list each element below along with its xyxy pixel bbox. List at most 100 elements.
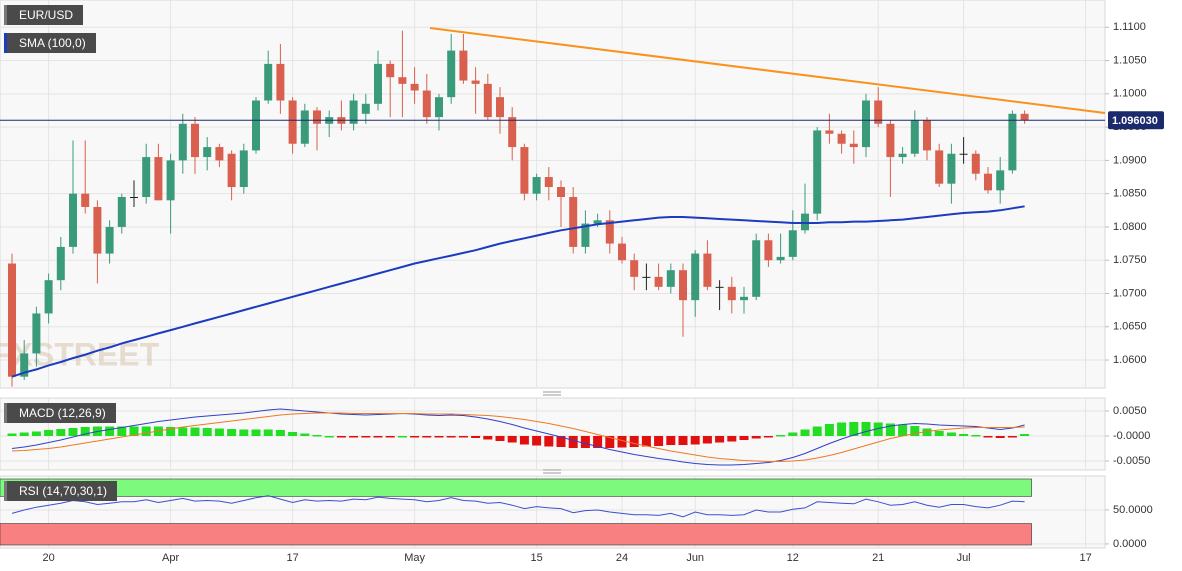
candle-body — [203, 147, 212, 158]
macd-bar — [849, 422, 859, 436]
macd-bar — [715, 436, 725, 443]
y-tick-label: 1.0600 — [1113, 354, 1147, 366]
candle-body — [496, 97, 504, 118]
macd-bar — [788, 432, 798, 436]
macd-bar — [946, 432, 956, 436]
candle-body — [8, 263, 16, 377]
candle-body — [227, 153, 236, 188]
macd-bar — [251, 429, 261, 436]
candle-body — [947, 153, 956, 184]
macd-bar — [580, 436, 590, 448]
x-tick-label: Jul — [957, 552, 971, 564]
candle-body — [398, 77, 407, 84]
y-tick-label: -0.0000 — [1113, 430, 1150, 442]
candle-body — [69, 193, 77, 247]
x-tick-label: 17 — [286, 552, 298, 564]
candle-body — [740, 296, 748, 301]
candle-body — [435, 97, 443, 118]
candle-body — [386, 63, 395, 78]
y-tick-label: 1.1000 — [1113, 88, 1147, 100]
candle-body — [825, 130, 834, 134]
y-tick-label: 1.0850 — [1113, 188, 1147, 200]
candle-body — [727, 286, 736, 301]
macd-bar — [678, 436, 688, 445]
sma-line — [11, 205, 1025, 378]
candle-body — [605, 220, 614, 244]
rsi-line — [11, 495, 1025, 518]
macd-bar — [605, 436, 615, 448]
macd-bar — [1007, 436, 1017, 438]
macd-bar — [1020, 434, 1030, 436]
rsi-label[interactable]: RSI (14,70,30,1) — [4, 481, 118, 501]
macd-bar — [446, 436, 456, 438]
candle-body — [715, 286, 724, 288]
macd-bar — [324, 436, 334, 438]
macd-bar — [300, 433, 310, 436]
candle-body — [874, 100, 883, 124]
y-tick-label: 1.0650 — [1113, 321, 1147, 333]
candle-body — [191, 123, 199, 158]
macd-bar — [568, 436, 578, 448]
candle-body — [862, 100, 870, 148]
candle-body — [776, 256, 785, 261]
candle-body — [447, 50, 456, 98]
candle-body — [410, 83, 419, 91]
candle-body — [239, 150, 248, 188]
candle-body — [557, 187, 565, 197]
macd-bar — [227, 429, 237, 436]
macd-bar — [129, 426, 139, 436]
macd-bar — [495, 436, 505, 441]
indicator-label[interactable]: SMA (100,0) — [4, 33, 96, 53]
macd-bar — [934, 431, 944, 436]
y-tick-label: 0.0050 — [1113, 405, 1147, 417]
candle-body — [764, 240, 773, 261]
candle-body — [801, 213, 809, 231]
macd-label[interactable]: MACD (12,26,9) — [4, 403, 116, 423]
candle-body — [300, 110, 309, 144]
candle-body — [752, 240, 761, 297]
macd-bar — [593, 436, 603, 448]
macd-bar — [117, 426, 127, 436]
macd-bar — [214, 428, 224, 436]
candle-body — [349, 100, 358, 124]
macd-bar — [56, 429, 66, 436]
macd-bar — [288, 432, 298, 436]
candle-body — [630, 260, 639, 277]
candle-body — [252, 100, 260, 151]
candle-body — [81, 193, 90, 207]
macd-bar — [68, 428, 78, 436]
overbought-band — [0, 478, 1032, 497]
x-tick-label: 24 — [616, 552, 628, 564]
macd-bar — [422, 436, 432, 438]
candle-body — [508, 117, 517, 148]
macd-bar — [471, 436, 481, 438]
last-price-label: 1.096030 — [1112, 115, 1158, 127]
macd-bar — [178, 427, 188, 436]
macd-bar — [532, 436, 542, 446]
panel-handle[interactable] — [543, 391, 561, 474]
candle-body — [886, 123, 895, 158]
macd-bar — [898, 424, 908, 436]
symbol-label[interactable]: EUR/USD — [4, 5, 84, 25]
macd-bar — [763, 436, 773, 438]
macd-bar — [727, 436, 737, 442]
macd-bar — [361, 436, 371, 438]
candle-body — [569, 196, 578, 247]
candle-body — [483, 83, 492, 118]
macd-line — [11, 408, 1025, 466]
candle-body — [44, 280, 53, 314]
oversold-band — [0, 523, 1032, 546]
candle-body — [142, 157, 151, 197]
macd-bar — [31, 431, 41, 436]
candle-body — [56, 246, 65, 281]
candle-body — [837, 133, 846, 144]
candle-body — [679, 270, 687, 301]
last-price-box — [1108, 111, 1164, 130]
y-tick-label: 1.1050 — [1113, 54, 1147, 66]
macd-bar — [312, 435, 322, 437]
y-tick-label: 1.0700 — [1113, 287, 1147, 299]
macd-bar — [349, 436, 359, 438]
macd-bar — [166, 427, 176, 436]
macd-bar — [922, 428, 932, 436]
